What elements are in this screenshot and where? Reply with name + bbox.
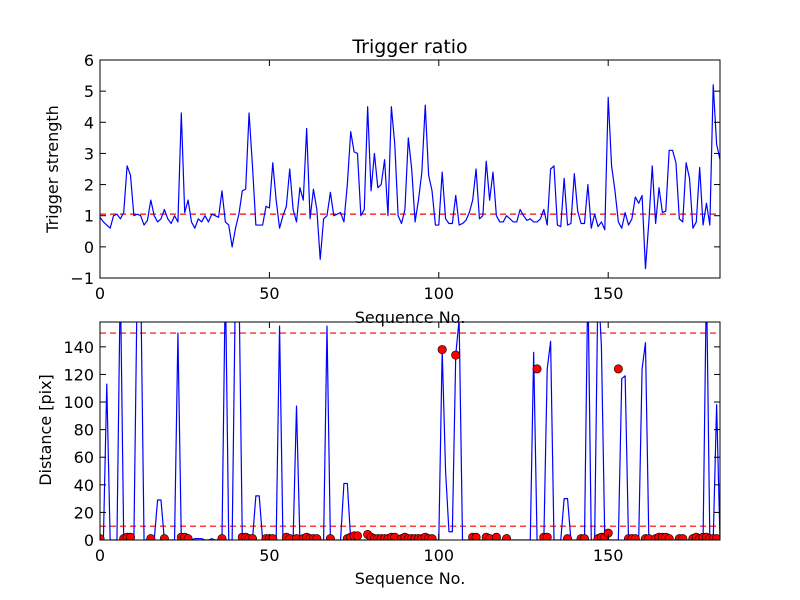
x-axis-label: Sequence No.	[355, 569, 466, 588]
data-point	[471, 532, 481, 540]
data-point	[542, 532, 552, 540]
plot-area: 0 50 100 150 0 20 40 60 80 100 120 140	[63, 321, 721, 565]
plot-content	[100, 84, 720, 270]
series-line	[100, 84, 720, 270]
chart-title: Trigger ratio	[351, 36, 467, 58]
data-point	[563, 534, 573, 540]
data-point	[325, 534, 335, 540]
data-point	[146, 534, 156, 540]
x-tick-label: 50	[259, 284, 279, 303]
data-point	[678, 534, 688, 540]
y-tick-label: 6	[84, 51, 94, 70]
y-tick-label: 80	[74, 421, 94, 440]
y-tick-label: 2	[84, 176, 94, 195]
x-tick-label: 100	[424, 284, 455, 303]
data-point	[491, 532, 501, 540]
y-tick-label: −1	[70, 269, 94, 288]
y-tick-label: 60	[74, 448, 94, 467]
data-point	[579, 534, 589, 540]
data-point	[427, 534, 437, 540]
y-tick-label: 100	[63, 393, 94, 412]
data-point	[183, 534, 193, 540]
x-tick-label: 150	[593, 284, 624, 303]
y-tick-label: 3	[84, 144, 94, 163]
data-point	[437, 345, 447, 355]
trigger-ratio-chart: Trigger ratio Sequence No. Trigger stren…	[43, 36, 721, 327]
data-point	[125, 532, 135, 540]
y-tick-label: 5	[84, 82, 94, 101]
y-tick-label: 4	[84, 113, 94, 132]
data-point	[502, 534, 512, 540]
x-tick-label: 50	[259, 546, 279, 565]
plot-frame	[99, 59, 721, 279]
x-tick-label: 100	[424, 546, 455, 565]
x-tick-label: 150	[593, 546, 624, 565]
data-point	[451, 350, 461, 360]
x-axis-label: Sequence No.	[355, 308, 466, 327]
y-tick-label: 40	[74, 476, 94, 495]
data-point	[352, 531, 362, 540]
plot-content	[100, 322, 720, 540]
data-point	[247, 534, 257, 540]
data-point	[532, 364, 542, 374]
data-point	[664, 534, 674, 540]
y-tick-label: 120	[63, 365, 94, 384]
y-tick-label: 0	[84, 531, 94, 550]
y-axis-label: Distance [pix]	[36, 374, 55, 486]
y-axis-label: Trigger strength	[43, 105, 62, 234]
data-point	[159, 534, 169, 540]
data-point	[630, 534, 640, 540]
x-tick-label: 0	[95, 546, 105, 565]
plot-frame	[99, 321, 721, 541]
y-tick-label: 1	[84, 207, 94, 226]
x-tick-label: 0	[95, 284, 105, 303]
y-tick-label: 20	[74, 503, 94, 522]
y-tick-label: 140	[63, 338, 94, 357]
data-point	[268, 534, 278, 540]
y-tick-label: 0	[84, 238, 94, 257]
data-point	[312, 534, 322, 540]
data-point	[613, 364, 623, 374]
data-point	[712, 534, 720, 540]
distance-chart: Sequence No. Distance [pix] 0 50 100 150 0 20…	[36, 321, 721, 588]
data-point	[217, 534, 227, 540]
